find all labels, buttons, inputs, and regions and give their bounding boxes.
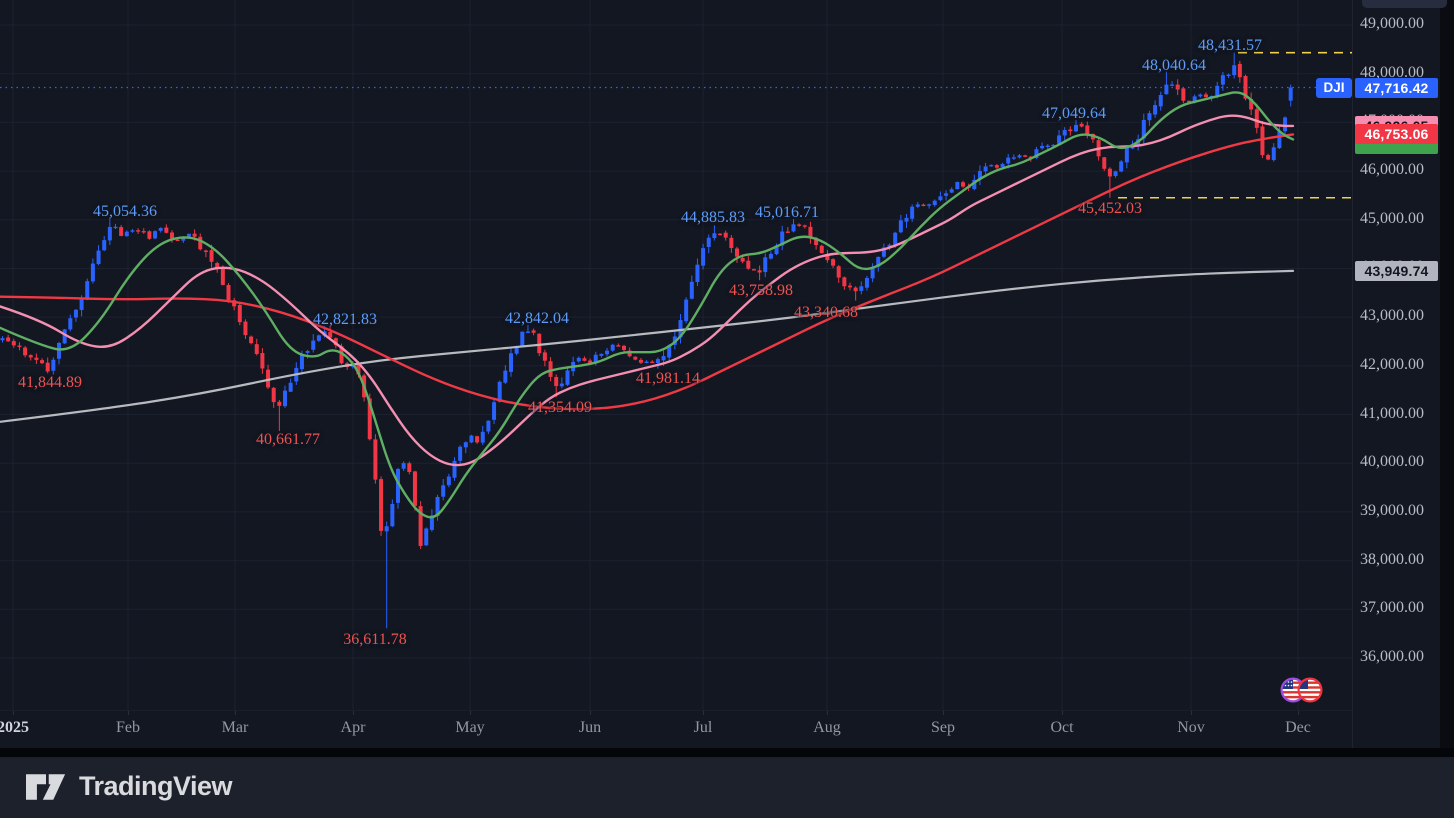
time-axis-label: Oct: [1050, 719, 1074, 736]
time-axis-tick: [128, 711, 129, 715]
price-axis-tick: 48,000.00: [1360, 63, 1424, 81]
price-axis-tick: 40,000.00: [1360, 453, 1424, 471]
flag-left: [1282, 679, 1304, 701]
time-axis-label: Sep: [931, 719, 955, 736]
dashed-levels-layer: [1118, 51, 1352, 199]
time-axis-tick: [943, 711, 944, 715]
price-axis-tick: 46,000.00: [1360, 161, 1424, 179]
footer-bar: TradingView: [0, 757, 1454, 818]
time-axis-tick: [470, 711, 471, 715]
time-axis-label: Jun: [578, 719, 602, 736]
symbol-badge[interactable]: DJI: [1316, 77, 1352, 98]
price-axis-tick: 36,000.00: [1360, 648, 1424, 665]
price-axis-tick: 39,000.00: [1360, 501, 1424, 519]
price-axis-tick: 41,000.00: [1360, 404, 1424, 422]
current-price-badge: 47,716.42: [1355, 77, 1438, 98]
time-axis-tick: [13, 711, 14, 715]
ma-mid-pink: [0, 114, 1295, 467]
time-axis-tick: [353, 711, 354, 715]
ma-long-gray: [0, 269, 1295, 423]
time-axis-label: 2025: [0, 719, 29, 736]
price-axis-tick: 45,000.00: [1360, 209, 1424, 227]
time-axis-label: Aug: [813, 719, 841, 736]
right-edge-strip: [1440, 0, 1454, 748]
clipped-top-badge: [1362, 0, 1447, 8]
candles-layer: [0, 52, 1293, 629]
price-chart-pane[interactable]: 45,054.36 41,844.89 42,821.83 40,661.77 36,6…: [0, 0, 1352, 710]
tradingview-logo-icon: [26, 773, 66, 800]
candlestick-chart: [0, 0, 1352, 710]
time-axis-tick: [235, 711, 236, 715]
time-axis-label: Mar: [221, 719, 249, 736]
red-ma-price-badge: 46,753.06: [1355, 124, 1438, 145]
time-axis-label: Apr: [340, 719, 366, 736]
ma-slow-red: [0, 133, 1295, 411]
price-axis[interactable]: 49,000.0048,000.0047,000.0046,000.0045,0…: [1352, 0, 1441, 748]
tradingview-logo[interactable]: TradingView: [26, 771, 233, 802]
time-axis-tick: [703, 711, 704, 715]
flag-right: [1299, 679, 1321, 701]
time-axis-tick: [827, 711, 828, 715]
time-axis-label: May: [455, 719, 485, 736]
gray-ma-price-badge: 43,949.74: [1355, 260, 1438, 281]
time-axis-label: Feb: [116, 719, 140, 736]
price-axis-tick: 37,000.00: [1360, 599, 1424, 617]
time-axis-tick: [1191, 711, 1192, 715]
time-axis-label: Jul: [693, 719, 713, 736]
price-axis-tick: 42,000.00: [1360, 355, 1424, 373]
ma-lines-layer: [0, 91, 1295, 519]
time-axis-label: Dec: [1285, 719, 1311, 736]
price-axis-tick: 49,000.00: [1360, 15, 1424, 32]
tradingview-logo-text: TradingView: [79, 771, 233, 801]
grid-layer: [0, 0, 1352, 710]
time-axis[interactable]: 2025 Feb Mar Apr May Jun Jul Aug Sep Oct Nov Dec: [0, 710, 1352, 749]
time-axis-tick: [1298, 711, 1299, 715]
us-flag-event-icon[interactable]: [1279, 674, 1327, 706]
price-axis-tick: 43,000.00: [1360, 307, 1424, 325]
time-axis-tick: [1062, 711, 1063, 715]
ma-fast-green: [0, 91, 1295, 519]
bottom-divider: [0, 748, 1454, 757]
price-axis-tick: 38,000.00: [1360, 550, 1424, 568]
time-axis-label: Nov: [1177, 719, 1205, 736]
time-axis-tick: [590, 711, 591, 715]
